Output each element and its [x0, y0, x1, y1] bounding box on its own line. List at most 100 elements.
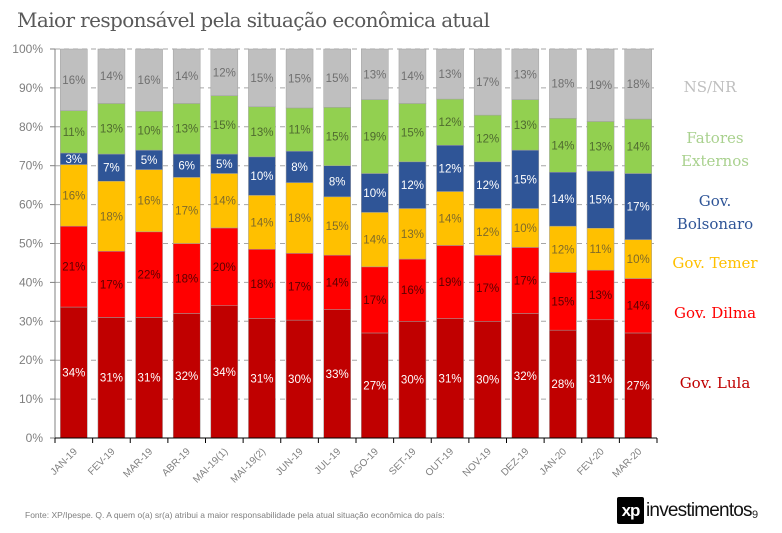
x-tick-label: JUL-19: [313, 446, 344, 477]
bar-segment-gov-dilma: [248, 249, 276, 319]
data-label: 13%: [401, 229, 424, 241]
data-label: 14%: [100, 71, 123, 83]
bar-segment-gov-temer: [398, 208, 427, 260]
bar-segment-ns-nr: [586, 48, 615, 122]
y-tick-label: 40%: [19, 275, 43, 289]
bar-segment-gov-lula: [210, 305, 239, 439]
data-label: 13%: [175, 124, 198, 136]
bar-segment-gov-lula: [248, 318, 276, 439]
bar-segment-gov-temer: [135, 169, 163, 233]
data-label: 15%: [326, 221, 349, 233]
y-tick-label: 70%: [19, 159, 43, 173]
bar-segment-fatores-externos: [586, 121, 615, 172]
x-tick-label: DEZ-19: [499, 446, 531, 478]
bar-segment-fatores-externos: [549, 118, 577, 173]
data-label: 34%: [213, 367, 236, 379]
data-label: 31%: [589, 374, 612, 386]
bar-segment-gov-temer: [511, 208, 540, 248]
data-label: 11%: [63, 127, 85, 139]
x-tick-label: OUT-19: [424, 446, 457, 479]
data-label: 8%: [329, 176, 346, 188]
data-label: 16%: [62, 75, 85, 87]
data-label: 32%: [175, 371, 198, 383]
legend-nsnr: NS/NR: [660, 76, 760, 99]
data-label: 12%: [213, 67, 236, 79]
data-label: 13%: [439, 69, 462, 81]
bar-segment-gov-bolsonaro: [97, 153, 126, 182]
data-label: 17%: [100, 279, 123, 291]
data-label: 10%: [363, 188, 386, 200]
x-tick-label: MAI-19(2): [229, 446, 268, 485]
bar-segment-gov-lula: [97, 317, 126, 439]
data-label: 28%: [551, 379, 574, 391]
data-label: 14%: [250, 217, 273, 229]
legend-bolsonaro-line2: Bolsonaro: [676, 215, 754, 233]
xp-logo-text: investimentos: [646, 499, 753, 521]
data-label: 14%: [175, 71, 198, 83]
bar-segment-fatores-externos: [473, 114, 502, 163]
data-label: 17%: [514, 275, 537, 287]
page-number: 9: [752, 509, 759, 521]
data-label: 16%: [401, 285, 424, 297]
legend-nsnr-line1: NS/NR: [683, 78, 737, 96]
x-tick-label: JAN-20: [538, 446, 570, 478]
data-label: 10%: [138, 126, 161, 138]
data-label: 15%: [213, 120, 236, 132]
bar-segment-gov-dilma: [511, 247, 540, 314]
data-label: 16%: [138, 75, 161, 87]
data-label: 15%: [514, 174, 537, 186]
data-label: 13%: [514, 69, 537, 81]
bar-segment-gov-bolsonaro: [285, 150, 314, 183]
data-label: 15%: [250, 73, 273, 85]
y-tick-label: 10%: [19, 392, 43, 406]
bar-segment-gov-dilma: [361, 266, 389, 334]
data-label: 12%: [401, 180, 424, 192]
bar-segment-gov-temer: [172, 177, 201, 244]
bar-segment-gov-dilma: [60, 225, 88, 308]
data-label: 14%: [627, 301, 650, 313]
x-tick-label: AGO-19: [347, 446, 381, 480]
data-label: 13%: [250, 127, 273, 139]
bar-segment-ns-nr: [172, 48, 201, 104]
data-label: 13%: [100, 124, 123, 136]
data-label: 10%: [514, 223, 537, 235]
bar-segment-fatores-externos: [361, 99, 389, 174]
x-tick-label: MAR-20: [611, 446, 645, 480]
bar-segment-gov-lula: [398, 321, 427, 439]
bar-segment-gov-dilma: [135, 231, 163, 318]
data-label: 27%: [627, 380, 650, 392]
xp-logo-mark: xp: [617, 497, 644, 524]
x-tick-label: NOV-19: [461, 446, 494, 479]
data-label: 14%: [551, 194, 574, 206]
legend-fatores-externos: Fatores Externos: [660, 127, 770, 173]
bar-segment-gov-temer: [549, 225, 577, 273]
bar-segment-gov-dilma: [285, 253, 314, 321]
bar-segment-gov-temer: [60, 164, 88, 227]
bar-segment-gov-bolsonaro: [511, 149, 540, 209]
data-label: 17%: [175, 205, 198, 217]
data-label: 13%: [589, 290, 612, 302]
bar-segment-fatores-externos: [210, 95, 239, 155]
data-label: 22%: [138, 270, 161, 282]
data-label: 14%: [627, 141, 650, 153]
data-label: 12%: [439, 163, 462, 175]
data-label: 15%: [401, 128, 424, 140]
data-label: 19%: [439, 277, 462, 289]
data-label: 17%: [627, 202, 650, 214]
bar-segment-gov-dilma: [436, 245, 464, 319]
data-label: 17%: [363, 295, 386, 307]
bar-segment-gov-lula: [511, 313, 540, 439]
data-label: 15%: [589, 195, 612, 207]
data-label: 10%: [627, 254, 650, 266]
bar-segment-fatores-externos: [60, 110, 88, 154]
data-label: 18%: [288, 213, 311, 225]
bar-segment-gov-lula: [473, 321, 502, 439]
bar-segment-gov-dilma: [586, 269, 615, 321]
data-label: 13%: [363, 69, 386, 81]
bar-segment-ns-nr: [210, 48, 239, 96]
bar-segment-gov-bolsonaro: [323, 165, 351, 198]
bar-segment-gov-temer: [97, 181, 126, 252]
data-label: 11%: [288, 125, 310, 137]
data-label: 5%: [141, 155, 158, 167]
bar-segment-ns-nr: [97, 48, 126, 104]
